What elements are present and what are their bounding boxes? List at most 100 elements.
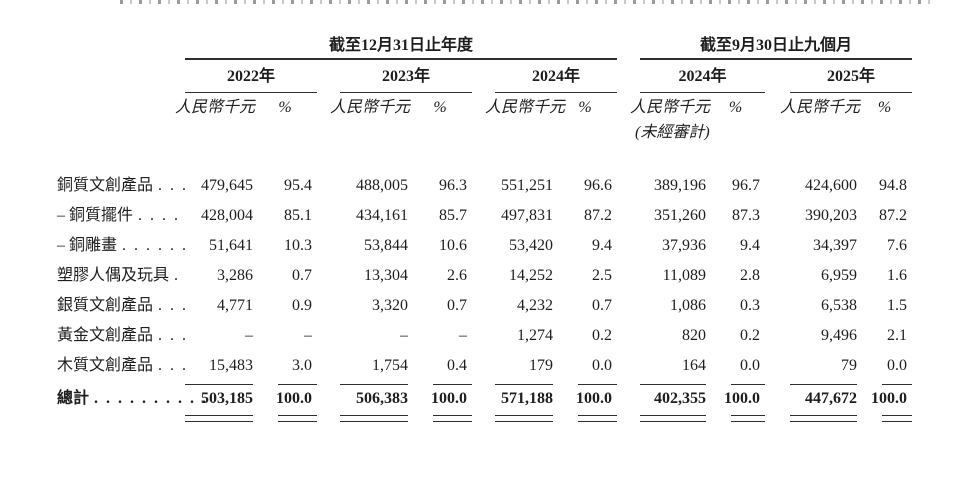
dot-leader: . . . [158,177,189,194]
dot-leader: . . . [158,297,189,314]
cell: 1,274 [517,327,553,344]
cell: 0.0 [592,357,612,374]
cell: 2.1 [887,327,907,344]
total-cell: 100.0 [576,390,612,407]
cell: 1,754 [372,357,408,374]
cell: 179 [529,357,553,374]
cell: 0.9 [292,297,312,314]
cell: 0.3 [740,297,760,314]
total-label: 總計. . . . . . . . . . [57,390,209,407]
cell: 96.6 [584,177,612,194]
table-row: 黃金文創產品. . . – – – – 1,274 0.2 820 0.2 9,… [57,321,912,351]
cell: 3,320 [372,297,408,314]
cell: 15,483 [209,357,253,374]
cell: 0.2 [740,327,760,344]
cell: 79 [841,357,857,374]
cell: 94.8 [879,177,907,194]
cell: 428,004 [201,207,253,224]
cell: 87.3 [732,207,760,224]
total-cell: 100.0 [431,390,467,407]
cell: 164 [682,357,706,374]
percent-label: % [877,99,892,116]
percent-label: % [278,99,292,116]
cell: 85.7 [439,207,467,224]
dot-leader: . . . . [138,207,181,224]
cell: 2.8 [740,267,760,284]
year-header-2025: 2025年 [790,60,912,93]
currency-unit-label: 人民幣千元 [780,99,861,116]
cell: 1,086 [670,297,706,314]
total-cell: 571,188 [501,390,553,407]
cell: 6,959 [821,267,857,284]
cell: 51,641 [209,237,253,254]
dot-leader: . . . . . . . . . . [94,390,209,407]
cell: 53,420 [509,237,553,254]
cell: 479,645 [201,177,253,194]
cell: – [304,327,312,344]
year-header-2023: 2023年 [340,60,472,93]
dot-leader: . [174,267,181,284]
row-label: – 銅質擺件. . . . [57,207,181,224]
total-cell: 100.0 [724,390,760,407]
cell: 488,005 [356,177,408,194]
currency-unit-label: 人民幣千元 [175,99,256,116]
cell: 95.4 [284,177,312,194]
year-header-2024-9m: 2024年 [640,60,765,93]
cell: 0.7 [292,267,312,284]
cell: 4,232 [517,297,553,314]
cell: 9.4 [740,237,760,254]
row-label: 塑膠人偶及玩具. [57,267,181,284]
cell: 10.3 [284,237,312,254]
cell: 0.7 [447,297,467,314]
cell: 424,600 [805,177,857,194]
section-title-year-ended-dec31: 截至12月31日止年度 [185,34,617,60]
cell: 551,251 [501,177,553,194]
cell: 34,397 [813,237,857,254]
cell: 0.0 [740,357,760,374]
cell: 9.4 [592,237,612,254]
cell: 37,936 [662,237,706,254]
total-cell: 402,355 [654,390,706,407]
table-row: 銅質文創產品. . . 479,645 95.4 488,005 96.3 55… [57,171,912,201]
row-label: 銀質文創產品. . . [57,297,189,314]
currency-unit-label: 人民幣千元 [330,99,411,116]
cell: 2.5 [592,267,612,284]
cell: 87.2 [584,207,612,224]
currency-unit-label: 人民幣千元 [630,99,711,116]
cell: 3,286 [217,267,253,284]
total-cell: 100.0 [276,390,312,407]
total-double-rule [57,415,912,422]
cell: 1.5 [887,297,907,314]
percent-label: % [578,99,592,116]
cell: 0.0 [887,357,907,374]
cell: 0.4 [447,357,467,374]
cell: 85.1 [284,207,312,224]
total-cell: 503,185 [201,390,253,407]
cell: 9,496 [821,327,857,344]
currency-unit-label: 人民幣千元 [485,99,566,116]
table-body: 銅質文創產品. . . 479,645 95.4 488,005 96.3 55… [57,171,912,422]
total-cell: 506,383 [356,390,408,407]
year-header-2024: 2024年 [495,60,617,93]
cell: 1.6 [887,267,907,284]
cell: 6,538 [821,297,857,314]
percent-label: % [433,99,447,116]
cell: 14,252 [509,267,553,284]
table-row: 銀質文創產品. . . 4,771 0.9 3,320 0.7 4,232 0.… [57,291,912,321]
cell: 0.7 [592,297,612,314]
cell: 351,260 [654,207,706,224]
percent-label: % [728,99,743,116]
row-label: 銅質文創產品. . . [57,177,189,194]
cell: 2.6 [447,267,467,284]
table-header: 截至12月31日止年度 截至9月30日止九個月 2022年 2023年 2024… [57,34,912,145]
cell: 4,771 [217,297,253,314]
row-label: 黃金文創產品. . . [57,327,189,344]
cell: 0.2 [592,327,612,344]
cell: 3.0 [292,357,312,374]
total-cell: 100.0 [871,390,907,407]
total-row: 總計. . . . . . . . . . 503,185 100.0 506,… [57,385,912,412]
unaudited-note: (未經審計) [635,124,710,141]
cell: 96.7 [732,177,760,194]
year-header-2022: 2022年 [185,60,317,93]
